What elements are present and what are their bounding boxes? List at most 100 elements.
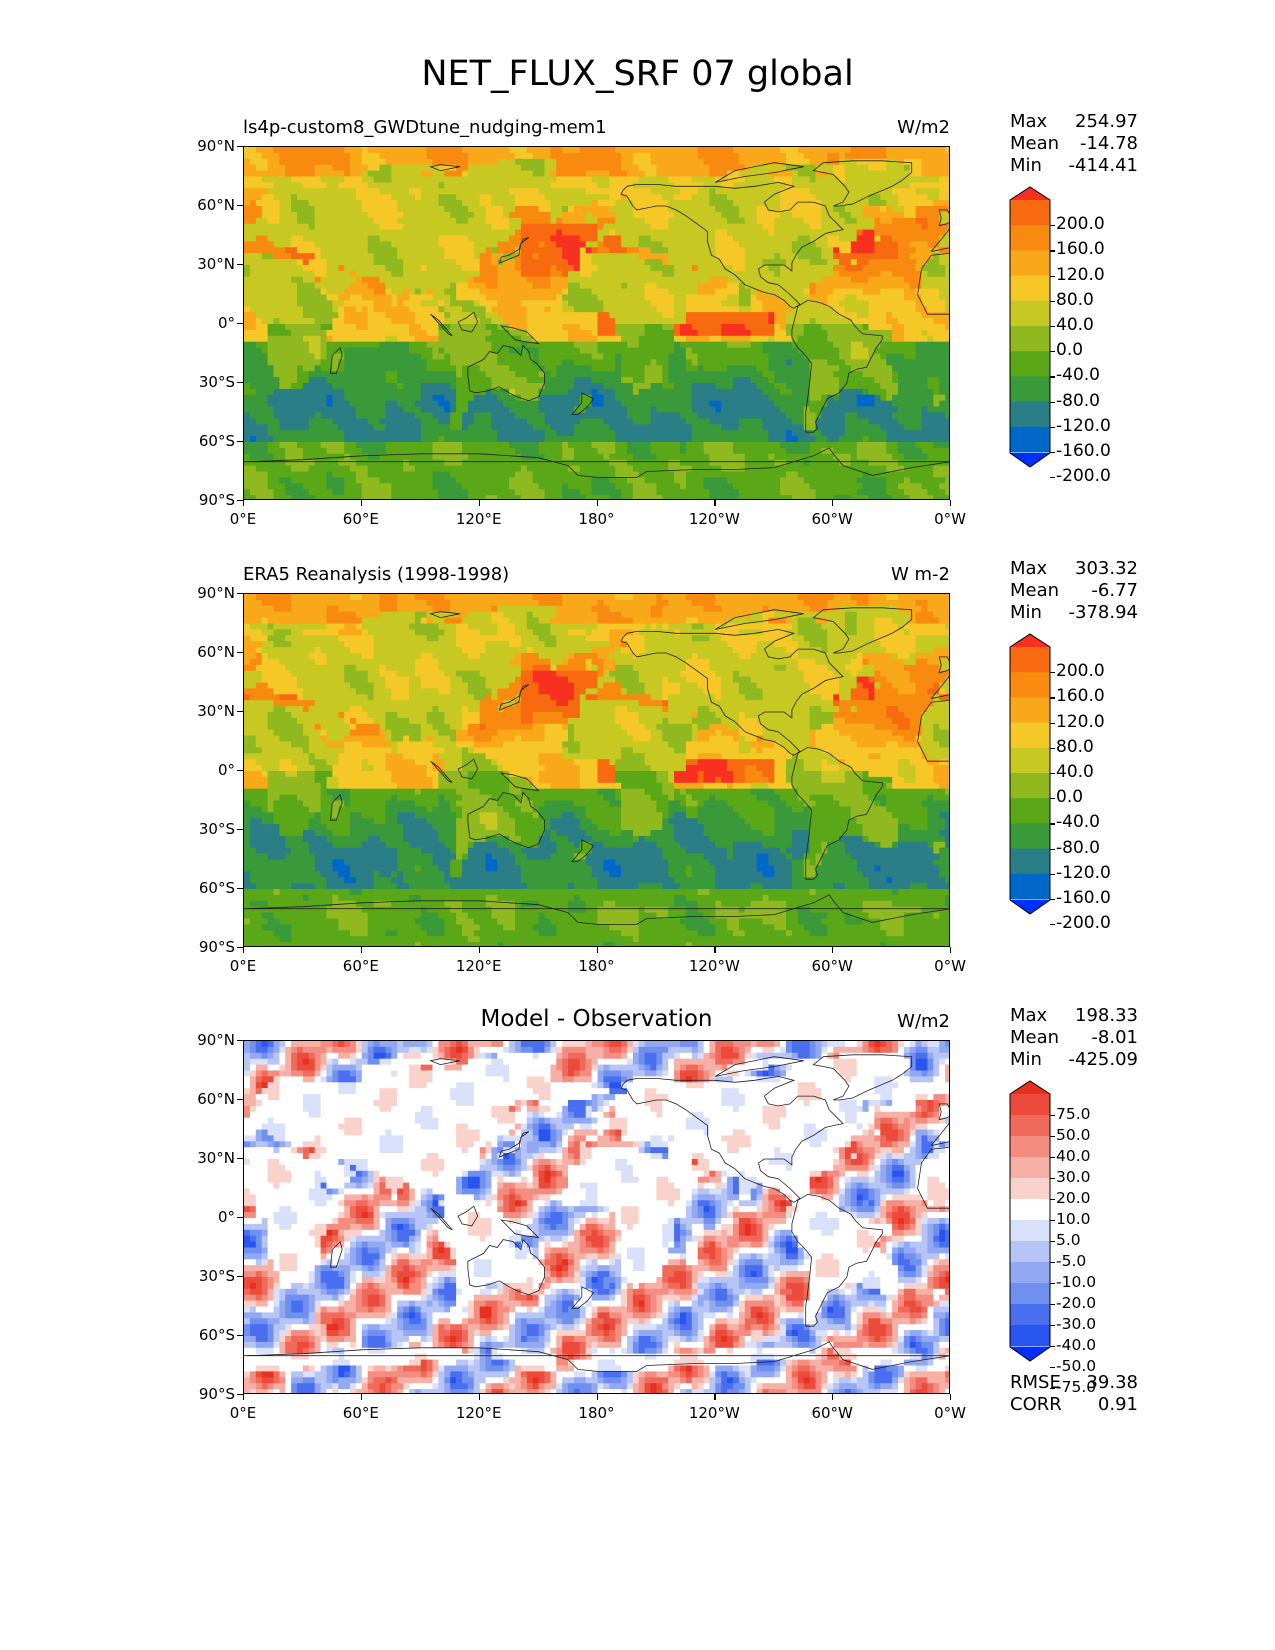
xtick-label: 0°E — [208, 510, 278, 528]
xtick-mark — [950, 947, 952, 953]
colorbar-tick — [1050, 1178, 1055, 1180]
colorbar-label: 40.0 — [1056, 1148, 1091, 1164]
ytick-mark — [237, 711, 243, 713]
coastlines — [244, 1054, 949, 1372]
stat-min-value: -425.09 — [1069, 1049, 1138, 1071]
stat-rmse-value: 39.38 — [1086, 1372, 1138, 1394]
colorbar-tick — [1050, 1367, 1055, 1369]
ytick-label: 60°S — [175, 879, 235, 897]
colorbar-label: 160.0 — [1056, 688, 1105, 705]
ytick-label: 0° — [175, 314, 235, 332]
ytick-mark — [237, 770, 243, 772]
ytick-label: 60°N — [175, 1090, 235, 1108]
stat-min-label: Min — [1010, 155, 1042, 177]
ytick-label: 30°N — [175, 255, 235, 273]
stat-min: Min -378.94 — [1010, 602, 1138, 624]
stat-rmse: RMSE 39.38 — [1010, 1372, 1138, 1394]
colorbar-tick — [1050, 873, 1055, 875]
panel-units: W m-2 — [750, 564, 950, 585]
xtick-label: 120°W — [679, 1404, 749, 1422]
colorbar-label: 80.0 — [1056, 291, 1094, 309]
colorbar-tick — [1050, 250, 1055, 252]
xtick-label: 120°E — [444, 510, 514, 528]
colorbar-tick — [1050, 1157, 1055, 1159]
ytick-label: 60°N — [175, 196, 235, 214]
stat-mean-label: Mean — [1010, 580, 1059, 602]
colorbar-tick — [1050, 1325, 1055, 1327]
colorbar-label: 10.0 — [1056, 1211, 1091, 1227]
ytick-mark — [237, 1394, 243, 1396]
ytick-mark — [237, 500, 243, 502]
colorbar-tick — [1050, 351, 1055, 353]
colorbar-tick — [1050, 1262, 1055, 1264]
colorbar-label: 200.0 — [1056, 216, 1105, 233]
stat-min-value: -378.94 — [1069, 602, 1138, 624]
coastlines — [244, 160, 949, 478]
colorbar-label: 80.0 — [1056, 738, 1094, 756]
panel-title: Model - Observation — [243, 1006, 950, 1032]
stats-block: Max 198.33 Mean -8.01 Min -425.09 — [1010, 1005, 1138, 1071]
colorbar-tick — [1050, 1199, 1055, 1201]
stat-max-value: 303.32 — [1075, 558, 1138, 580]
colorbar-label: 5.0 — [1056, 1232, 1081, 1248]
ytick-mark — [237, 1158, 243, 1160]
stat-mean: Mean -6.77 — [1010, 580, 1138, 602]
stat-corr-value: 0.91 — [1098, 1394, 1138, 1416]
colorbar-tick — [1050, 1136, 1055, 1138]
ytick-label: 30°S — [175, 373, 235, 391]
map-field-test — [244, 147, 949, 499]
colorbar-label: -5.0 — [1056, 1253, 1086, 1269]
stat-mean-label: Mean — [1010, 133, 1059, 155]
colorbar-label: 200.0 — [1056, 663, 1105, 680]
ytick-mark — [237, 888, 243, 890]
colorbar-tick — [1050, 722, 1055, 724]
stat-min-label: Min — [1010, 1049, 1042, 1071]
ytick-label: 60°S — [175, 1326, 235, 1344]
ytick-mark — [237, 382, 243, 384]
stat-min: Min -414.41 — [1010, 155, 1138, 177]
colorbar-tick — [1050, 225, 1055, 227]
xtick-mark — [360, 1394, 363, 1400]
xtick-mark — [950, 1394, 952, 1400]
colorbar-label: -120.0 — [1056, 417, 1111, 435]
map-field-diff — [244, 1041, 949, 1393]
stat-max-value: 254.97 — [1075, 111, 1138, 133]
xtick-label: 60°W — [797, 957, 867, 975]
colorbar-label: 0.0 — [1056, 342, 1083, 359]
xtick-label: 60°W — [797, 1404, 867, 1422]
colorbar-label: 160.0 — [1056, 241, 1105, 258]
ytick-mark — [237, 205, 243, 207]
xtick-label: 0°E — [208, 957, 278, 975]
ytick-mark — [237, 1335, 243, 1337]
extra-stats-block: RMSE 39.38 CORR 0.91 — [1010, 1372, 1138, 1416]
colorbar-tick — [1050, 452, 1055, 454]
colorbar-label: 50.0 — [1056, 1127, 1091, 1143]
stat-min: Min -425.09 — [1010, 1049, 1138, 1071]
ytick-mark — [237, 1217, 243, 1219]
colorbar-tick — [1050, 426, 1055, 428]
xtick-mark — [478, 947, 480, 953]
colorbar-label: -10.0 — [1056, 1274, 1096, 1290]
stat-mean-value: -14.78 — [1080, 133, 1138, 155]
xtick-label: 0°W — [915, 510, 985, 528]
stat-max-label: Max — [1010, 1005, 1047, 1027]
map-grid-cells — [244, 147, 949, 499]
coastlines — [244, 607, 949, 925]
xtick-mark — [950, 500, 952, 506]
stat-mean: Mean -14.78 — [1010, 133, 1138, 155]
ytick-mark — [237, 829, 243, 831]
xtick-label: 60°W — [797, 510, 867, 528]
ytick-mark — [237, 1276, 243, 1278]
map-test — [243, 146, 950, 500]
xtick-label: 60°E — [326, 510, 396, 528]
xtick-label: 0°E — [208, 1404, 278, 1422]
colorbar-label: -80.0 — [1056, 392, 1100, 410]
map-grid-cells — [244, 594, 949, 946]
colorbar-reference — [1009, 633, 1051, 915]
xtick-label: 0°W — [915, 1404, 985, 1422]
ytick-label: 90°S — [175, 491, 235, 509]
colorbar-label: -40.0 — [1056, 814, 1100, 831]
stats-block: Max 303.32 Mean -6.77 Min -378.94 — [1010, 558, 1138, 624]
colorbar-tick — [1050, 924, 1055, 926]
ytick-label: 90°N — [175, 584, 235, 602]
